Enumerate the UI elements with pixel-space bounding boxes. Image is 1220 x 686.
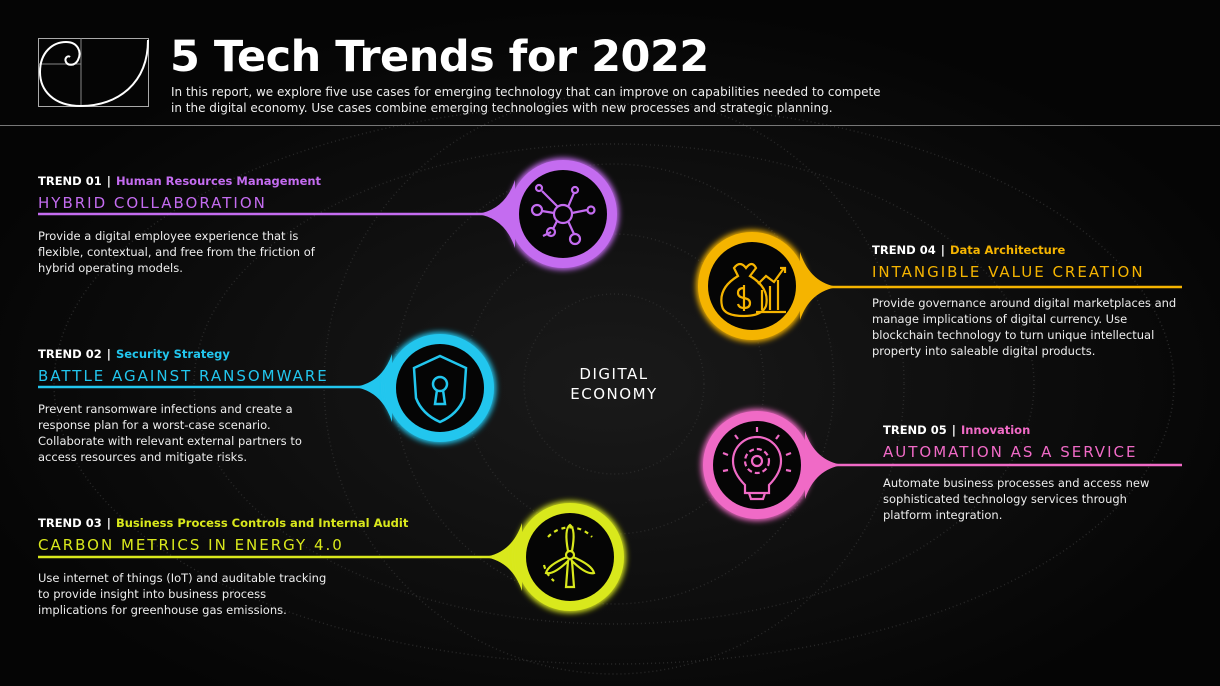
trend-description: Provide governance around digital market… [872, 296, 1177, 358]
trend-category: Business Process Controls and Internal A… [115, 516, 409, 530]
trend-title: BATTLE AGAINST RANSOMWARE [38, 367, 329, 385]
trend-connector [696, 230, 1182, 342]
trend-1: TREND 01 | Human Resources Management HYBR… [38, 174, 338, 276]
trend-category: Innovation [960, 423, 1031, 437]
trend-title: HYBRID COLLABORATION [38, 194, 267, 212]
separator: | [106, 516, 111, 530]
trend-label: TREND 03 | Business Process Controls and I… [38, 516, 408, 530]
trend-label: TREND 01 | Human Resources Management [38, 174, 338, 188]
trend-category: Data Architecture [949, 243, 1066, 257]
trend-title: INTANGIBLE VALUE CREATION [872, 263, 1145, 281]
trend-number: TREND 01 [38, 174, 102, 188]
trend-4: TREND 04 | Data Architecture INTANGIBLE VA… [872, 243, 1182, 359]
trend-connector [38, 501, 626, 613]
trend-title: CARBON METRICS IN ENERGY 4.0 [38, 536, 344, 554]
trend-description: Automate business processes and access n… [883, 476, 1150, 522]
lightbulb-gear-icon [722, 427, 792, 501]
trend-description: Provide a digital employee experience th… [38, 229, 315, 275]
trend-connector [38, 332, 496, 444]
trend-category: Human Resources Management [115, 174, 322, 188]
money-bag-growth-icon [720, 262, 787, 318]
trend-description: Use internet of things (IoT) and auditab… [38, 571, 327, 617]
center-label-line: ECONOMY [570, 385, 658, 403]
trend-category: Security Strategy [115, 347, 230, 361]
trend-3: TREND 03 | Business Process Controls and I… [38, 516, 408, 618]
separator: | [940, 243, 945, 257]
trend-label: TREND 05 | Innovation [883, 423, 1173, 437]
trend-description: Prevent ransomware infections and create… [38, 402, 302, 464]
trend-label: TREND 04 | Data Architecture [872, 243, 1182, 257]
separator: | [106, 174, 111, 188]
wind-turbine-icon [542, 523, 596, 589]
center-label: DIGITAL ECONOMY [544, 364, 684, 404]
trend-title: AUTOMATION AS A SERVICE [883, 443, 1138, 461]
center-label-line: DIGITAL [579, 365, 649, 383]
page-title: 5 Tech Trends for 2022 [170, 32, 709, 82]
trend-label: TREND 02 | Security Strategy [38, 347, 328, 361]
trend-2: TREND 02 | Security Strategy BATTLE AGAINS… [38, 347, 328, 465]
trend-number: TREND 04 [872, 243, 936, 257]
trend-5: TREND 05 | Innovation AUTOMATION AS A SERV… [883, 423, 1173, 523]
golden-spiral-icon [38, 38, 149, 108]
trend-number: TREND 02 [38, 347, 102, 361]
trend-number: TREND 05 [883, 423, 947, 437]
separator: | [951, 423, 956, 437]
network-nodes-icon [530, 183, 596, 246]
separator: | [106, 347, 111, 361]
logo [38, 38, 150, 112]
page-subtitle: In this report, we explore five use case… [171, 85, 881, 115]
trend-connector [38, 158, 619, 270]
trend-number: TREND 03 [38, 516, 102, 530]
trend-connector [701, 409, 1182, 521]
shield-keyhole-icon [412, 354, 468, 424]
header-divider [0, 125, 1220, 126]
